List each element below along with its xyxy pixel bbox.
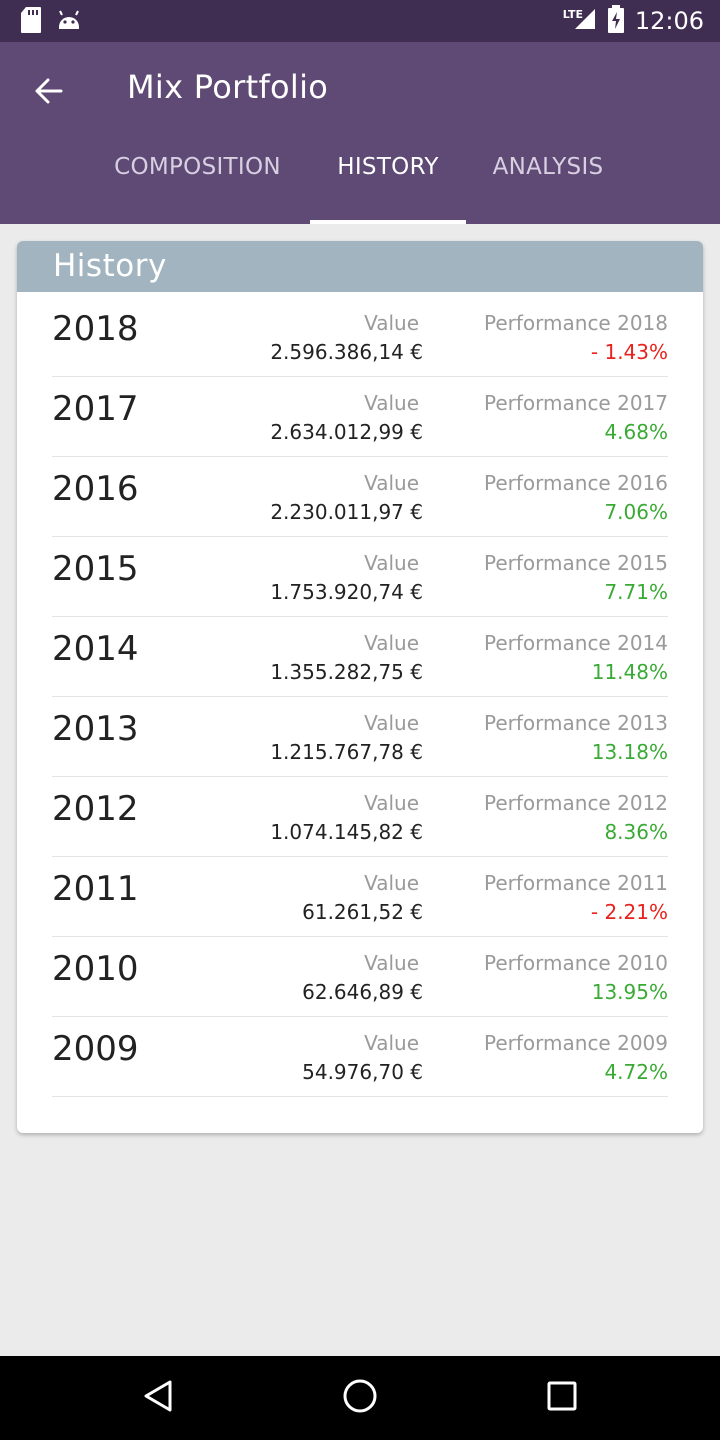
history-row-2015: 2015 Value 1.753.920,74 € Performance 20…	[52, 537, 668, 617]
row-performance-label: Performance 2017	[484, 391, 668, 415]
row-value-label: Value	[364, 951, 419, 975]
tab-analysis[interactable]: ANALYSIS	[492, 154, 604, 180]
row-value-label: Value	[364, 311, 419, 335]
row-year: 2010	[52, 949, 139, 989]
history-row-2017: 2017 Value 2.634.012,99 € Performance 20…	[52, 377, 668, 457]
home-circle-icon	[342, 1378, 378, 1418]
row-performance-value: - 1.43%	[590, 340, 668, 364]
recents-square-icon	[546, 1380, 578, 1416]
history-row-2010: 2010 Value 62.646,89 € Performance 2010 …	[52, 937, 668, 1017]
row-performance-value: 4.68%	[604, 420, 668, 444]
row-performance-label: Performance 2016	[484, 471, 668, 495]
row-performance-value: 7.06%	[604, 500, 668, 524]
sd-card-icon	[20, 6, 42, 38]
row-year: 2011	[52, 869, 139, 909]
row-value-label: Value	[364, 1031, 419, 1055]
row-value-amount: 61.261,52 €	[302, 900, 423, 924]
history-row-2016: 2016 Value 2.230.011,97 € Performance 20…	[52, 457, 668, 537]
history-row-2018: 2018 Value 2.596.386,14 € Performance 20…	[52, 297, 668, 377]
status-time: 12:06	[634, 7, 704, 35]
nav-home-button[interactable]	[338, 1376, 382, 1420]
row-value-amount: 62.646,89 €	[302, 980, 423, 1004]
row-year: 2009	[52, 1029, 139, 1069]
row-year: 2018	[52, 309, 139, 349]
row-value-label: Value	[364, 631, 419, 655]
history-row-2009: 2009 Value 54.976,70 € Performance 2009 …	[52, 1017, 668, 1097]
signal-icon	[573, 7, 597, 35]
nav-back-button[interactable]	[136, 1376, 180, 1420]
row-value-amount: 2.230.011,97 €	[270, 500, 423, 524]
back-button[interactable]	[26, 70, 72, 116]
history-card: History 2018 Value 2.596.386,14 € Perfor…	[17, 241, 703, 1133]
history-row-2013: 2013 Value 1.215.767,78 € Performance 20…	[52, 697, 668, 777]
row-performance-value: 13.18%	[591, 740, 668, 764]
row-performance-value: - 2.21%	[590, 900, 668, 924]
android-icon	[56, 7, 82, 37]
row-value-label: Value	[364, 551, 419, 575]
row-performance-label: Performance 2011	[484, 871, 668, 895]
row-performance-value: 11.48%	[591, 660, 668, 684]
status-bar: LTE 12:06	[0, 0, 720, 42]
row-value-amount: 1.355.282,75 €	[270, 660, 423, 684]
row-value-amount: 1.753.920,74 €	[270, 580, 423, 604]
row-value-label: Value	[364, 791, 419, 815]
row-performance-value: 8.36%	[604, 820, 668, 844]
row-year: 2017	[52, 389, 139, 429]
row-performance-label: Performance 2018	[484, 311, 668, 335]
nav-recents-button[interactable]	[540, 1376, 584, 1420]
row-performance-label: Performance 2014	[484, 631, 668, 655]
row-performance-value: 13.95%	[591, 980, 668, 1004]
row-year: 2016	[52, 469, 139, 509]
row-value-amount: 54.976,70 €	[302, 1060, 423, 1084]
page-title: Mix Portfolio	[127, 68, 329, 106]
row-value-amount: 1.215.767,78 €	[270, 740, 423, 764]
row-performance-label: Performance 2012	[484, 791, 668, 815]
history-row-2014: 2014 Value 1.355.282,75 € Performance 20…	[52, 617, 668, 697]
row-year: 2012	[52, 789, 139, 829]
history-row-2012: 2012 Value 1.074.145,82 € Performance 20…	[52, 777, 668, 857]
row-performance-label: Performance 2013	[484, 711, 668, 735]
row-value-amount: 1.074.145,82 €	[270, 820, 423, 844]
status-left-icons	[20, 6, 82, 38]
row-year: 2013	[52, 709, 139, 749]
system-nav-bar	[0, 1356, 720, 1440]
row-year: 2014	[52, 629, 139, 669]
row-year: 2015	[52, 549, 139, 589]
row-value-amount: 2.634.012,99 €	[270, 420, 423, 444]
row-performance-value: 7.71%	[604, 580, 668, 604]
tab-indicator	[310, 220, 466, 224]
history-row-2011: 2011 Value 61.261,52 € Performance 2011 …	[52, 857, 668, 937]
back-triangle-icon	[142, 1379, 174, 1417]
row-value-label: Value	[364, 871, 419, 895]
row-value-amount: 2.596.386,14 €	[270, 340, 423, 364]
row-performance-label: Performance 2010	[484, 951, 668, 975]
row-value-label: Value	[364, 471, 419, 495]
tab-composition[interactable]: COMPOSITION	[114, 154, 281, 180]
app-bar: Mix Portfolio COMPOSITION HISTORY ANALYS…	[0, 42, 720, 224]
row-performance-label: Performance 2015	[484, 551, 668, 575]
battery-charging-icon	[607, 5, 625, 37]
history-card-header: History	[17, 241, 703, 292]
row-performance-value: 4.72%	[604, 1060, 668, 1084]
row-performance-label: Performance 2009	[484, 1031, 668, 1055]
network-type-label: LTE	[562, 8, 583, 21]
status-right-icons: 12:06	[573, 0, 704, 42]
row-value-label: Value	[364, 711, 419, 735]
row-value-label: Value	[364, 391, 419, 415]
arrow-left-icon	[33, 75, 65, 111]
tab-history[interactable]: HISTORY	[337, 154, 439, 180]
